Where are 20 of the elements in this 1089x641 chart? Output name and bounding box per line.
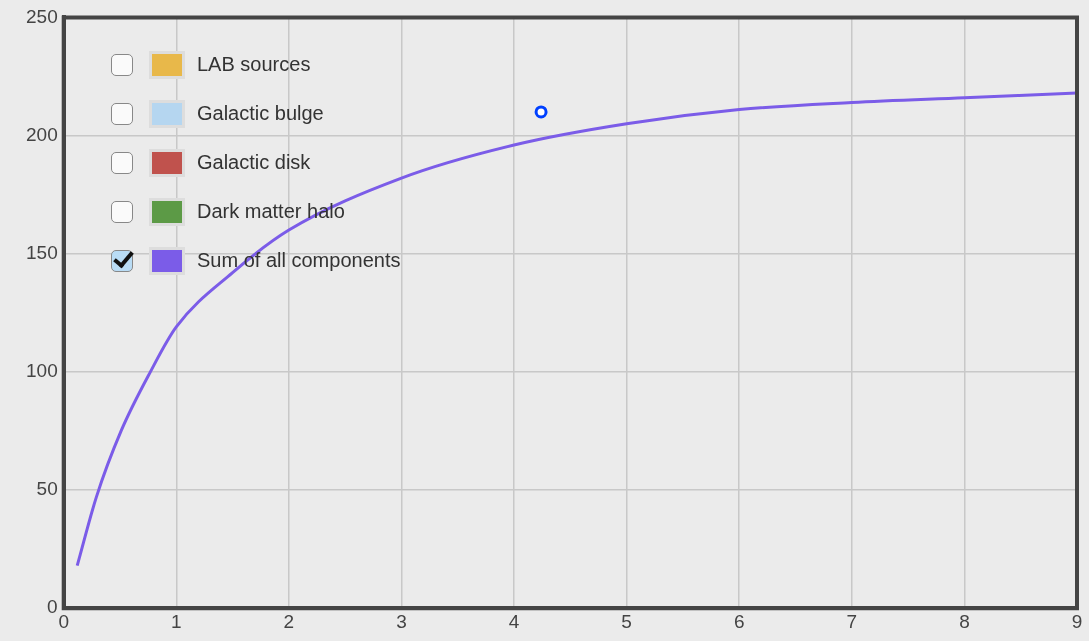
legend-label: Sum of all components <box>197 249 401 272</box>
x-tick-label: 1 <box>171 610 182 632</box>
x-tick-label: 4 <box>508 610 520 632</box>
x-tick-label: 8 <box>959 610 970 632</box>
x-tick-label: 6 <box>733 610 745 632</box>
x-tick-label: 3 <box>396 610 407 632</box>
legend-label: Galactic disk <box>197 151 311 174</box>
x-tick-label: 7 <box>846 610 858 632</box>
y-tick-label: 150 <box>26 241 58 263</box>
y-tick-label: 0 <box>47 596 58 618</box>
legend-label: LAB sources <box>197 53 311 76</box>
x-tick-label: 9 <box>1071 610 1083 632</box>
y-tick-label: 50 <box>36 478 58 500</box>
x-tick-label: 5 <box>621 610 632 632</box>
x-tick-label: 2 <box>283 610 295 632</box>
y-tick-label: 100 <box>26 360 58 382</box>
y-tick-label: 200 <box>26 123 58 145</box>
legend-label: Galactic bulge <box>197 102 324 125</box>
line-series <box>75 91 1077 568</box>
y-tick-label: 250 <box>26 5 58 27</box>
